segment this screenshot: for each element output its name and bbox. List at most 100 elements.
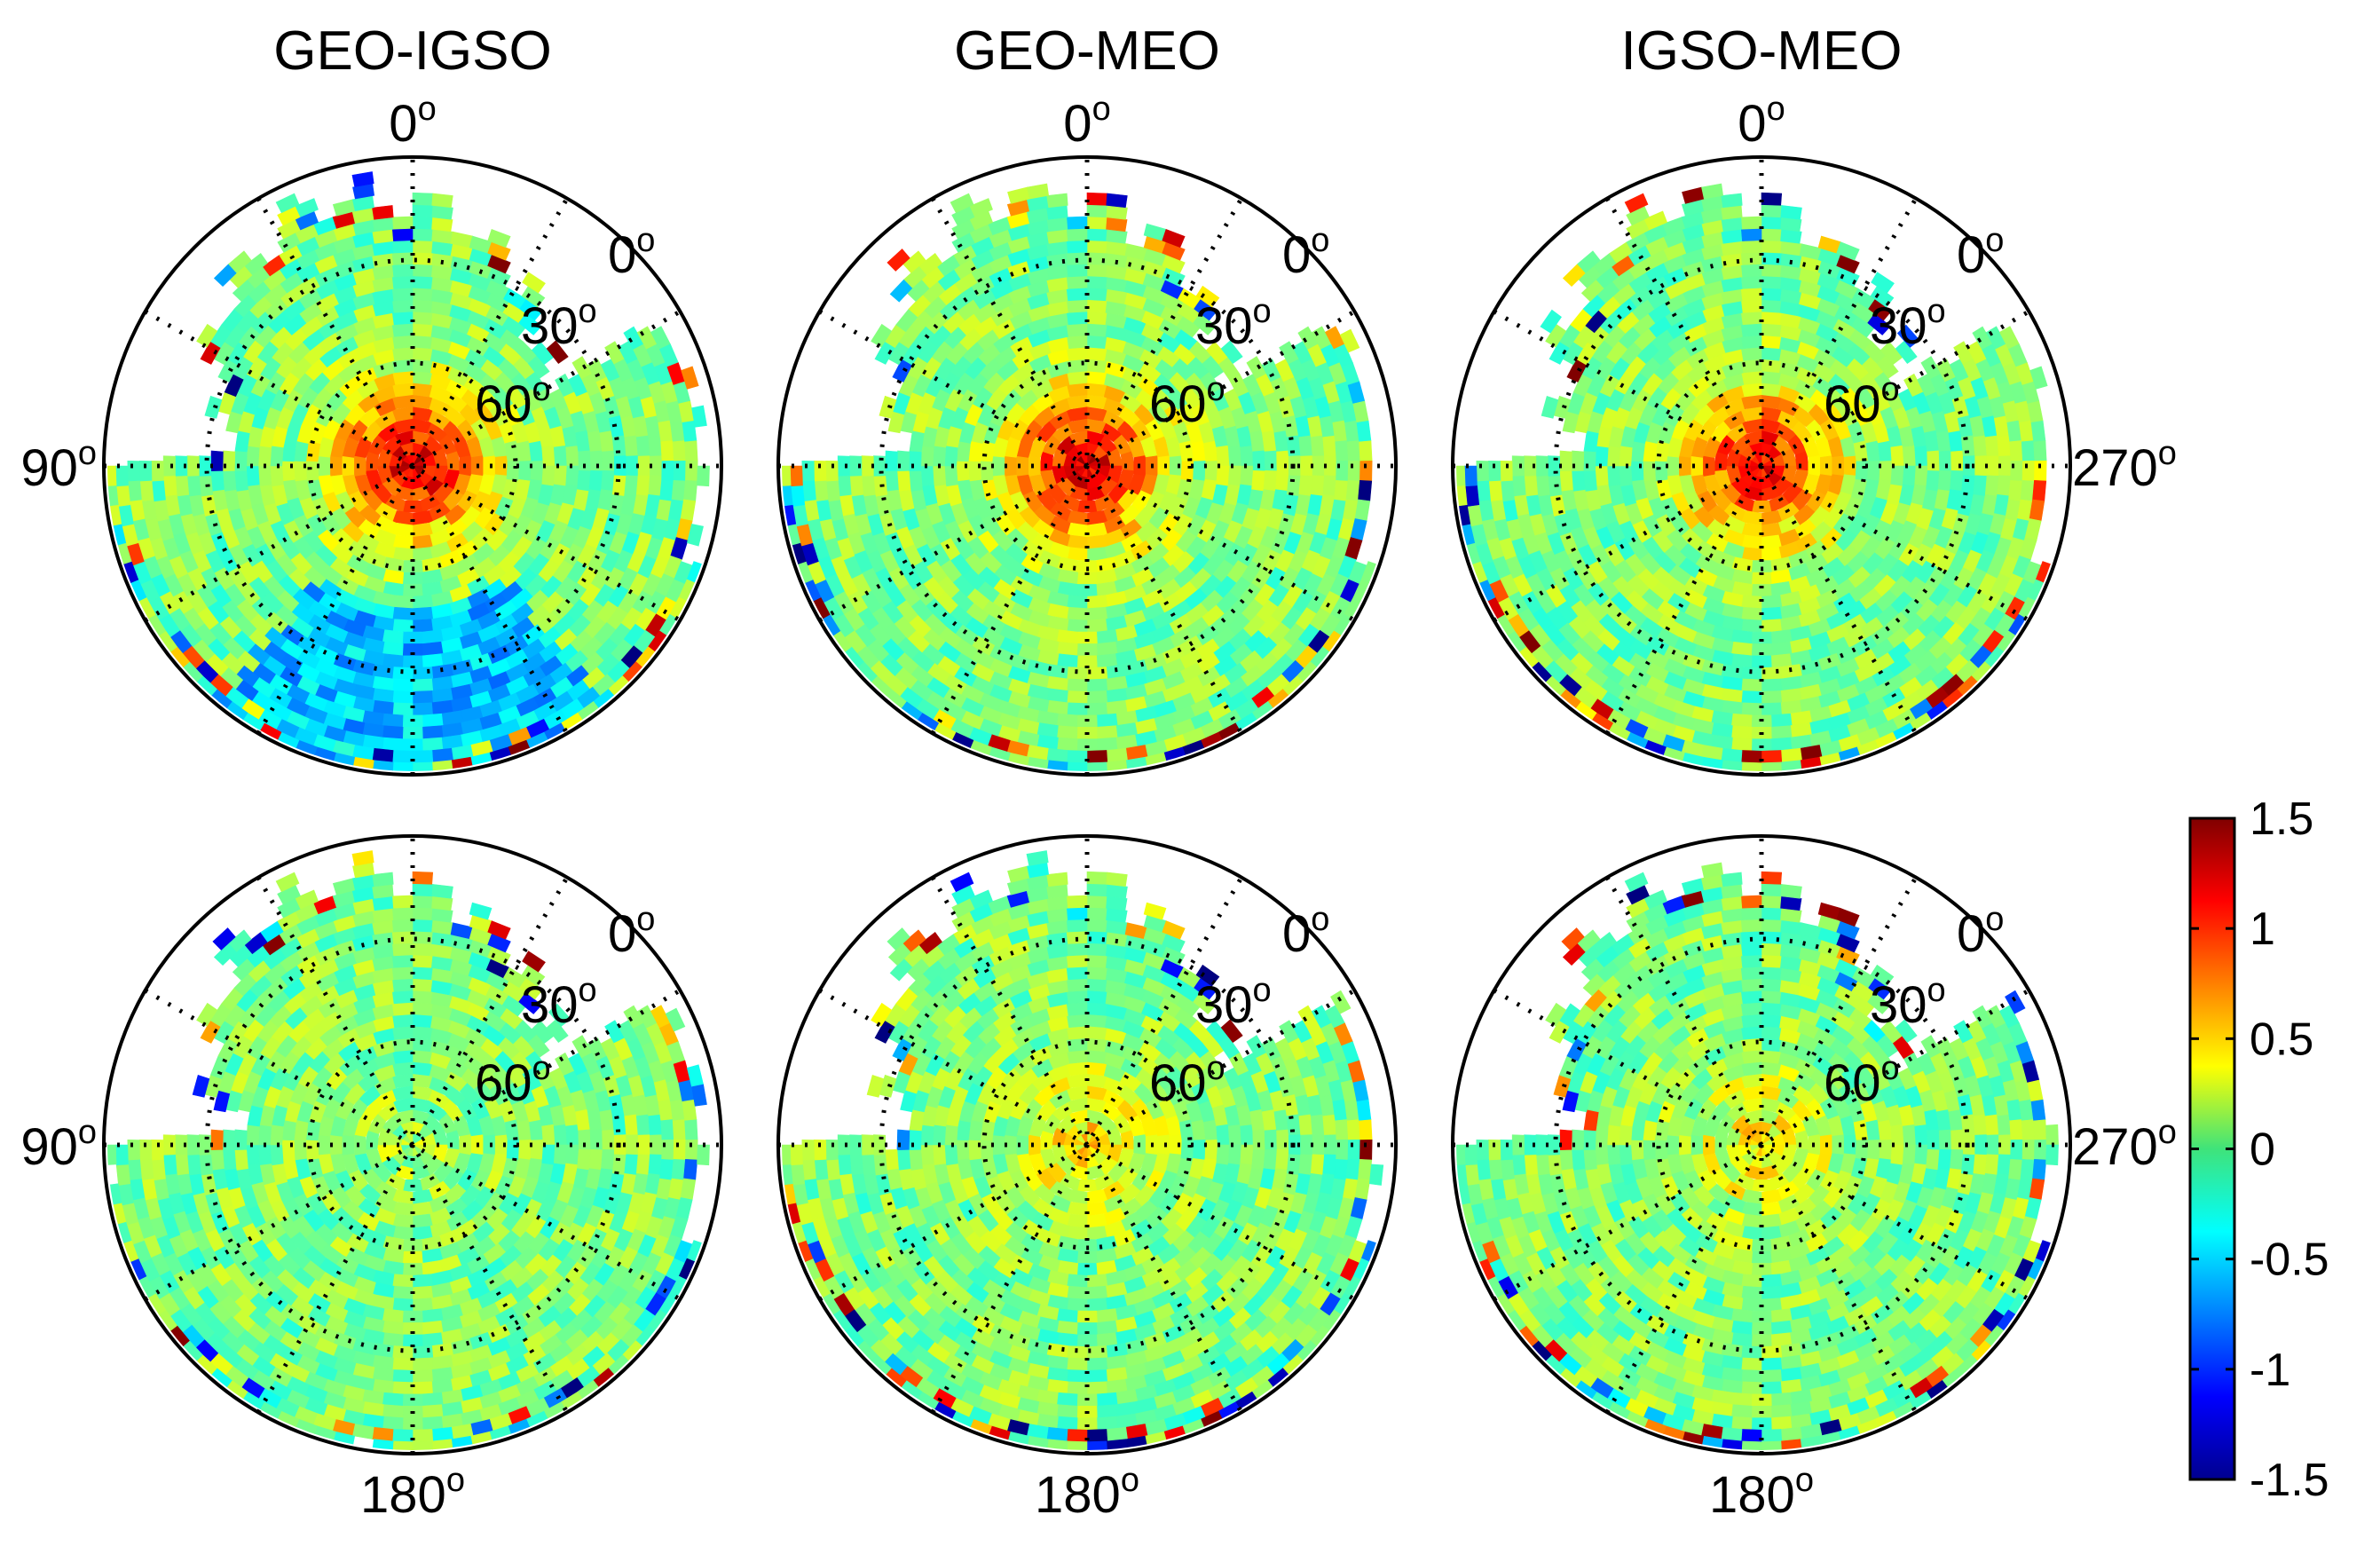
azimuth-label-right: 270o (2072, 435, 2177, 497)
data-cell (1761, 690, 1783, 705)
data-cell (422, 1392, 444, 1407)
data-cell (412, 227, 434, 241)
data-cell (1896, 324, 1920, 348)
data-cell (175, 1134, 188, 1156)
data-cell (1086, 204, 1108, 218)
ring-label-30: 30o (521, 293, 597, 355)
data-cell (246, 1124, 260, 1146)
polar-grid (1453, 157, 2070, 775)
data-cell (270, 1144, 284, 1166)
data-cell (351, 850, 374, 866)
data-cell (1066, 240, 1088, 254)
data-cell (577, 470, 592, 492)
data-cell (1730, 737, 1753, 752)
data-cell (648, 1114, 663, 1136)
data-cell (412, 1429, 434, 1442)
data-cell (412, 1002, 434, 1016)
data-cell (565, 1124, 579, 1146)
data-cell (1950, 450, 1964, 471)
data-cell (1028, 455, 1041, 477)
data-cell (1216, 1124, 1230, 1146)
data-cell (1984, 475, 1999, 497)
data-cell (127, 1140, 140, 1161)
data-cell (1066, 275, 1088, 289)
ring-label-60-degree-symbol: o (532, 371, 551, 408)
data-cell (624, 1154, 639, 1176)
data-cell (412, 606, 434, 621)
data-cell (635, 475, 650, 497)
data-cell (637, 1134, 650, 1156)
data-cell (546, 1019, 569, 1044)
data-cell (635, 1114, 650, 1136)
data-cell (487, 241, 511, 261)
data-cell (1056, 641, 1078, 657)
grid-ring-60 (307, 1039, 518, 1250)
data-cell (1067, 1213, 1088, 1229)
data-cell (565, 446, 579, 467)
data-cell (1086, 264, 1107, 278)
data-cell (918, 253, 942, 276)
data-cell (1227, 445, 1242, 467)
data-cell (1067, 335, 1088, 350)
data-cell (1056, 737, 1078, 752)
data-cell (1761, 204, 1783, 218)
data-cell (412, 895, 433, 909)
data-cell (932, 445, 947, 467)
data-cell (1096, 725, 1118, 739)
data-cell (602, 450, 615, 471)
data-cell (1275, 1149, 1289, 1171)
data-cell (1193, 461, 1207, 482)
data-cell (1157, 1134, 1170, 1156)
data-cell (412, 204, 434, 218)
data-cell (392, 1298, 414, 1312)
data-cell (920, 1124, 934, 1146)
data-cell (391, 240, 414, 254)
data-cell (1914, 465, 1928, 486)
data-cell (920, 1144, 934, 1165)
data-cell (1086, 240, 1108, 254)
data-cell (1741, 335, 1762, 350)
data-cell (1740, 750, 1762, 763)
data-cell (391, 311, 414, 326)
data-cell (233, 470, 248, 492)
data-cell (1086, 216, 1107, 230)
data-cell (422, 641, 444, 657)
data-cell (553, 445, 568, 467)
data-cell (635, 435, 650, 457)
data-cell (305, 460, 319, 482)
data-cell (635, 1154, 650, 1176)
data-cell (196, 1002, 218, 1027)
data-cell (1066, 1285, 1088, 1300)
data-cell (1086, 227, 1108, 241)
data-cell (412, 287, 434, 302)
data-cell (210, 1129, 224, 1150)
data-cell (431, 205, 453, 220)
data-cell (1086, 1298, 1107, 1312)
data-cell (186, 1134, 200, 1156)
data-cell (1740, 275, 1762, 289)
data-cell (522, 951, 546, 973)
data-cell (1204, 461, 1218, 482)
ring-label-0: 0o (1957, 222, 2004, 284)
data-cell (896, 1149, 911, 1171)
data-cell (318, 455, 331, 477)
ring-label-60-degree-symbol: o (1207, 371, 1225, 408)
data-cell (1194, 298, 1218, 321)
data-cell (522, 272, 546, 294)
data-cell (782, 465, 792, 487)
data-cell (1276, 1129, 1289, 1150)
data-cell (686, 524, 704, 547)
data-cell (518, 991, 542, 1014)
data-cell (257, 1144, 272, 1166)
data-cell (1028, 1134, 1041, 1156)
data-cell (1997, 475, 2012, 497)
ring-label-30-value: 30 (521, 297, 579, 355)
data-cell (295, 889, 319, 910)
data-cell (412, 690, 434, 705)
data-cell (1086, 750, 1108, 763)
data-cell (671, 1159, 686, 1181)
data-cell (1780, 205, 1802, 220)
data-cell (422, 737, 444, 752)
